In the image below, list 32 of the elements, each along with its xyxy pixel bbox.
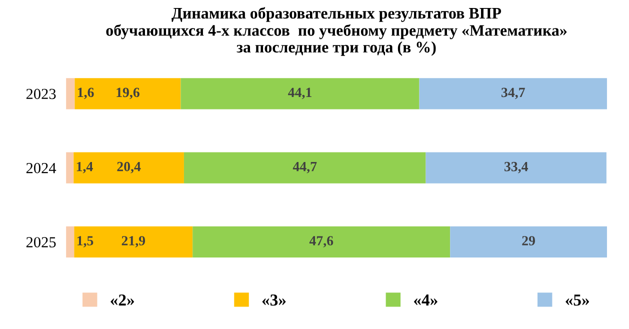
- y-tick-label: 2023: [26, 88, 56, 100]
- legend-label: «3»: [262, 294, 286, 306]
- bar: [184, 152, 426, 184]
- legend-label: «2»: [110, 294, 134, 306]
- bar: [74, 78, 181, 110]
- data-label: 44,7: [292, 162, 317, 174]
- y-tick-label: 2025: [26, 237, 56, 248]
- bar: [426, 152, 606, 184]
- data-label: 34,7: [502, 88, 525, 100]
- data-label: 44,1: [288, 88, 312, 100]
- bar: [180, 78, 420, 110]
- data-label: 1,4: [76, 162, 93, 174]
- data-label: 1,5: [77, 236, 94, 248]
- data-label: 19,6: [116, 88, 140, 100]
- legend-label: «4»: [414, 294, 438, 306]
- data-label: 29: [522, 236, 535, 246]
- bar: [66, 78, 75, 110]
- legend-label: «5»: [566, 294, 589, 306]
- data-label: 21,9: [122, 236, 146, 248]
- bar: [450, 226, 607, 258]
- chart-title: Динамика образовательных результатов ВПР обучающихся 4-х классов по учебному предмету «Математика» за последние три года (в %): [106, 7, 567, 56]
- bar: [74, 226, 193, 258]
- data-label: 47,6: [309, 236, 334, 248]
- bar: [66, 152, 74, 184]
- bar: [419, 78, 607, 110]
- bar: [74, 152, 184, 184]
- data-label: 20,4: [117, 162, 141, 174]
- bar: [66, 226, 74, 258]
- data-label: 33,4: [504, 162, 528, 174]
- data-label: 1,6: [78, 88, 94, 100]
- y-tick-label: 2024: [26, 162, 56, 174]
- bar: [192, 226, 450, 258]
